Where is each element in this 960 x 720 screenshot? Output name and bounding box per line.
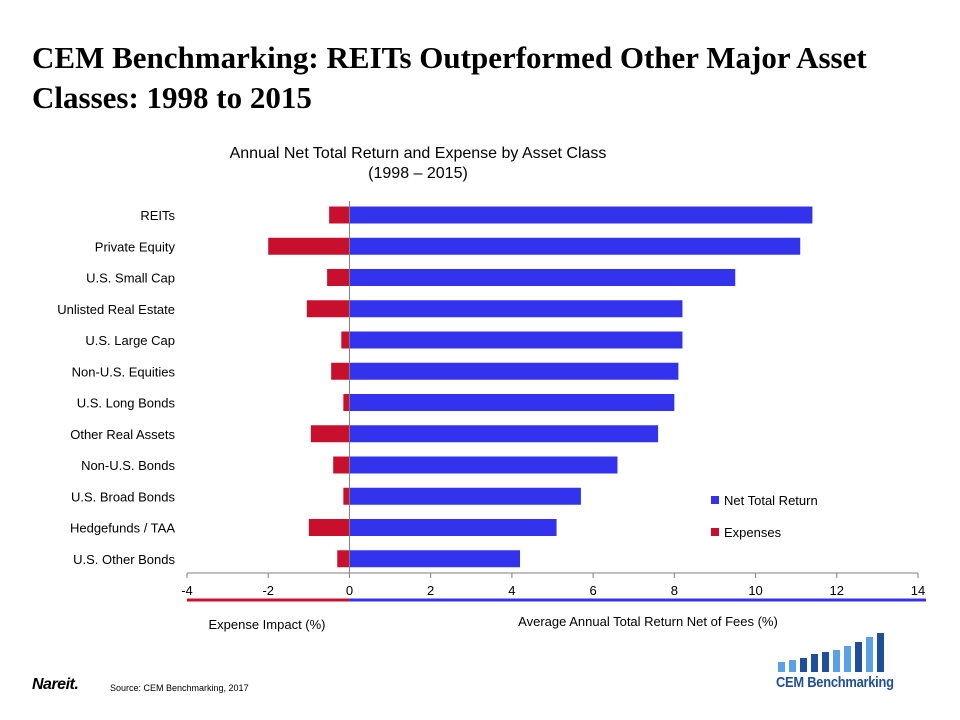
- expense-bar-u-s-other-bonds: [337, 550, 350, 568]
- net-return-bar-non-u-s-equities: [349, 362, 679, 380]
- category-label-u-s-large-cap: U.S. Large Cap: [85, 333, 175, 348]
- expense-bar-non-u-s-bonds: [333, 456, 350, 474]
- net-return-bar-unlisted-real-estate: [349, 300, 683, 318]
- expense-bar-u-s-large-cap: [341, 331, 350, 349]
- x-tick-label: 12: [830, 583, 844, 598]
- x-tick-label: -2: [262, 583, 274, 598]
- net-return-bar-u-s-small-cap: [349, 269, 736, 286]
- x-tick-label: -4: [181, 583, 193, 598]
- net-return-bar-u-s-long-bonds: [349, 394, 675, 411]
- expense-bar-u-s-broad-bonds: [343, 487, 350, 505]
- chart-subtitle: (1998 – 2015): [368, 165, 468, 182]
- category-label-non-u-s-equities: Non-U.S. Equities: [72, 364, 176, 379]
- cem-logo-text: CEM Benchmarking: [776, 674, 894, 691]
- category-label-u-s-other-bonds: U.S. Other Bonds: [73, 552, 175, 567]
- net-return-bar-private-equity: [349, 237, 801, 255]
- x-tick-label: 2: [427, 583, 434, 598]
- x-tick-label: 8: [671, 583, 678, 598]
- legend-swatch-net-total-return: [711, 496, 719, 504]
- x-tick-label: 4: [508, 583, 515, 598]
- net-return-bar-reits: [349, 206, 813, 224]
- expense-axis-label: Expense Impact (%): [208, 617, 325, 632]
- source-note: Source: CEM Benchmarking, 2017: [110, 683, 249, 693]
- x-tick-label: 6: [589, 583, 596, 598]
- category-label-u-s-long-bonds: U.S. Long Bonds: [77, 396, 176, 411]
- legend-swatch-expenses: [711, 528, 719, 536]
- x-tick-label: 14: [911, 583, 925, 598]
- category-label-hedgefunds-taa: Hedgefunds / TAA: [70, 521, 175, 536]
- legend-label-expenses: Expenses: [724, 525, 782, 540]
- net-return-bar-hedgefunds-taa: [349, 519, 557, 536]
- expense-bar-private-equity: [268, 237, 350, 255]
- expense-bar-u-s-small-cap: [327, 269, 350, 286]
- chart-title: Annual Net Total Return and Expense by A…: [230, 145, 607, 162]
- category-label-private-equity: Private Equity: [95, 239, 176, 254]
- nareit-logo: Nareit.: [32, 676, 79, 693]
- expense-bar-unlisted-real-estate: [306, 300, 350, 318]
- expense-bar-non-u-s-equities: [331, 362, 350, 380]
- expense-bar-hedgefunds-taa: [308, 519, 350, 536]
- net-return-bar-u-s-large-cap: [349, 331, 683, 349]
- category-label-u-s-broad-bonds: U.S. Broad Bonds: [71, 489, 176, 504]
- legend-label-net-total-return: Net Total Return: [724, 493, 818, 508]
- slide-title: CEM Benchmarking: REITs Outperformed Oth…: [32, 40, 867, 115]
- category-label-u-s-small-cap: U.S. Small Cap: [86, 271, 175, 286]
- x-tick-label: 0: [346, 583, 353, 598]
- expense-bar-other-real-assets: [310, 425, 350, 443]
- category-label-reits: REITs: [140, 208, 175, 223]
- net-return-bar-non-u-s-bonds: [349, 456, 618, 474]
- cem-bars-icon: [778, 633, 884, 672]
- expense-bar-reits: [329, 206, 350, 224]
- category-label-other-real-assets: Other Real Assets: [70, 427, 175, 442]
- category-label-unlisted-real-estate: Unlisted Real Estate: [57, 302, 175, 317]
- expense-bar-u-s-long-bonds: [343, 394, 350, 411]
- net-return-bar-u-s-other-bonds: [349, 550, 521, 568]
- net-return-bar-other-real-assets: [349, 425, 659, 443]
- x-tick-label: 10: [748, 583, 762, 598]
- net-return-bar-u-s-broad-bonds: [349, 487, 581, 505]
- category-label-non-u-s-bonds: Non-U.S. Bonds: [81, 458, 175, 473]
- return-axis-label: Average Annual Total Return Net of Fees …: [518, 614, 778, 629]
